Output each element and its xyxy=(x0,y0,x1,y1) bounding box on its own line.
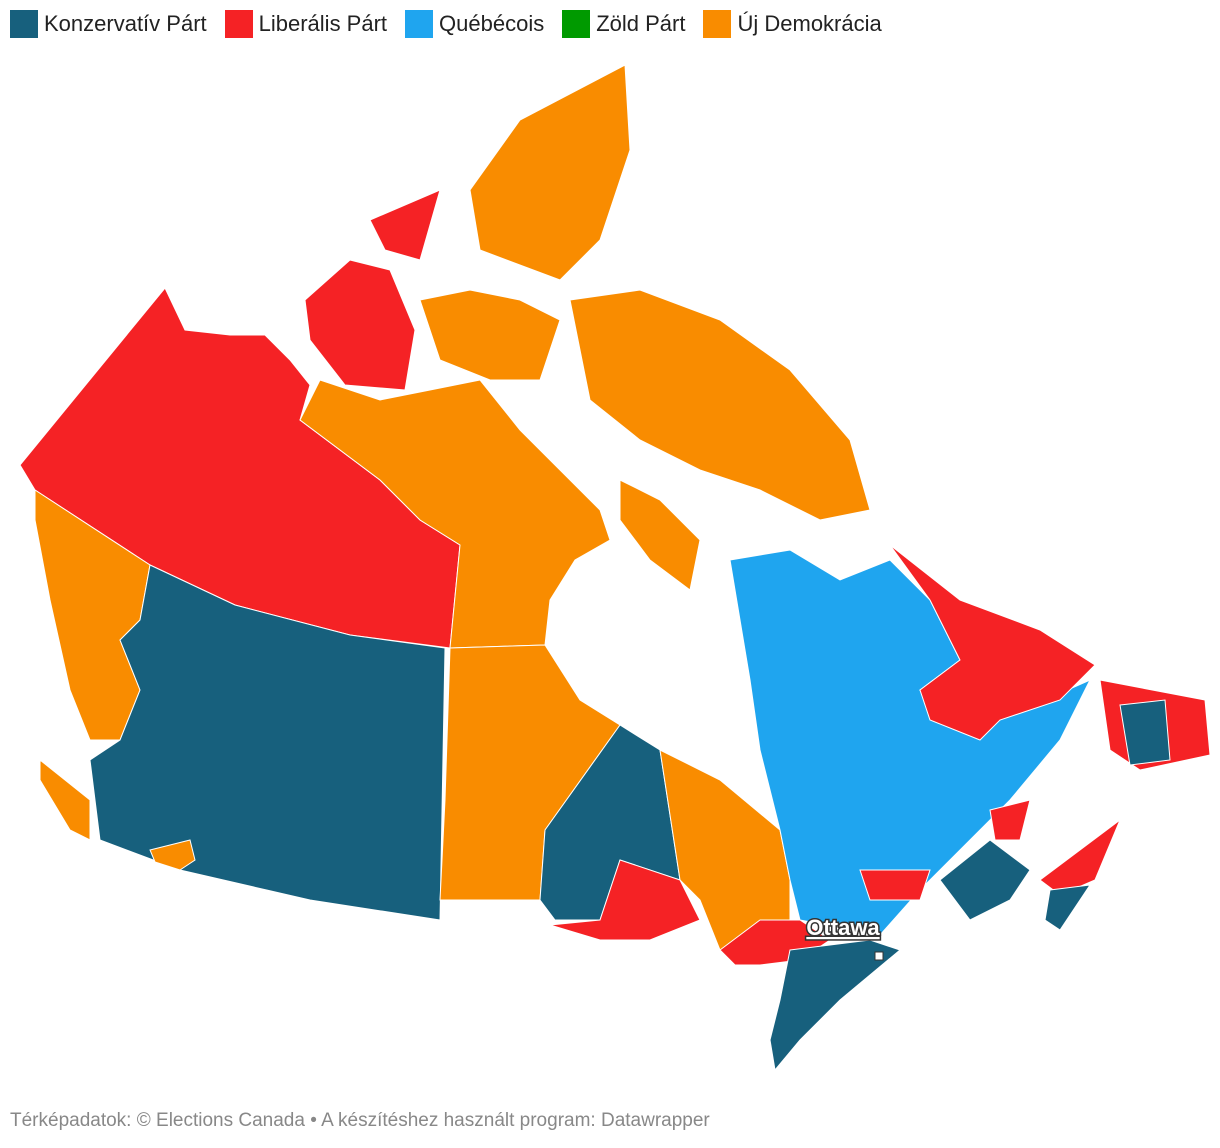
legend: Konzervatív Párt Liberális Párt Québécois Z… xyxy=(10,10,882,38)
footer: Térképadatok: © Elections Canada • A kés… xyxy=(10,1110,710,1131)
region xyxy=(989,799,1031,841)
region xyxy=(889,544,1096,741)
region xyxy=(369,189,441,261)
region xyxy=(1119,699,1171,766)
region xyxy=(769,939,902,1072)
legend-label: Zöld Párt xyxy=(596,11,686,36)
region xyxy=(569,289,871,521)
region xyxy=(89,564,446,921)
region xyxy=(549,859,701,941)
region xyxy=(469,64,631,281)
legend-label: Új Demokrácia xyxy=(737,11,882,36)
city-label: Ottawa xyxy=(806,915,880,940)
region xyxy=(939,839,1031,921)
legend-swatch xyxy=(224,10,253,38)
region xyxy=(304,259,416,391)
region xyxy=(619,479,701,591)
legend-label: Liberális Párt xyxy=(258,11,388,36)
region xyxy=(859,869,931,901)
region xyxy=(1039,818,1122,896)
region xyxy=(1044,884,1092,931)
legend-item: Új Demokrácia xyxy=(703,10,882,38)
legend-label: Québécois xyxy=(439,11,545,36)
legend-swatch xyxy=(562,10,591,38)
legend-item: Liberális Párt xyxy=(224,10,388,38)
legend-item: Zöld Párt xyxy=(562,10,685,38)
legend-item: Konzervatív Párt xyxy=(10,10,207,38)
city-marker xyxy=(874,951,884,961)
region xyxy=(729,549,1092,936)
legend-item: Québécois xyxy=(405,10,544,38)
region xyxy=(419,289,561,381)
legend-swatch xyxy=(703,10,732,38)
region xyxy=(299,379,611,649)
ridings xyxy=(19,64,1211,1072)
legend-label: Konzervatív Párt xyxy=(44,11,207,36)
region xyxy=(149,839,196,871)
region xyxy=(39,758,91,841)
legend-swatch xyxy=(10,10,38,38)
legend-swatch xyxy=(405,10,434,38)
